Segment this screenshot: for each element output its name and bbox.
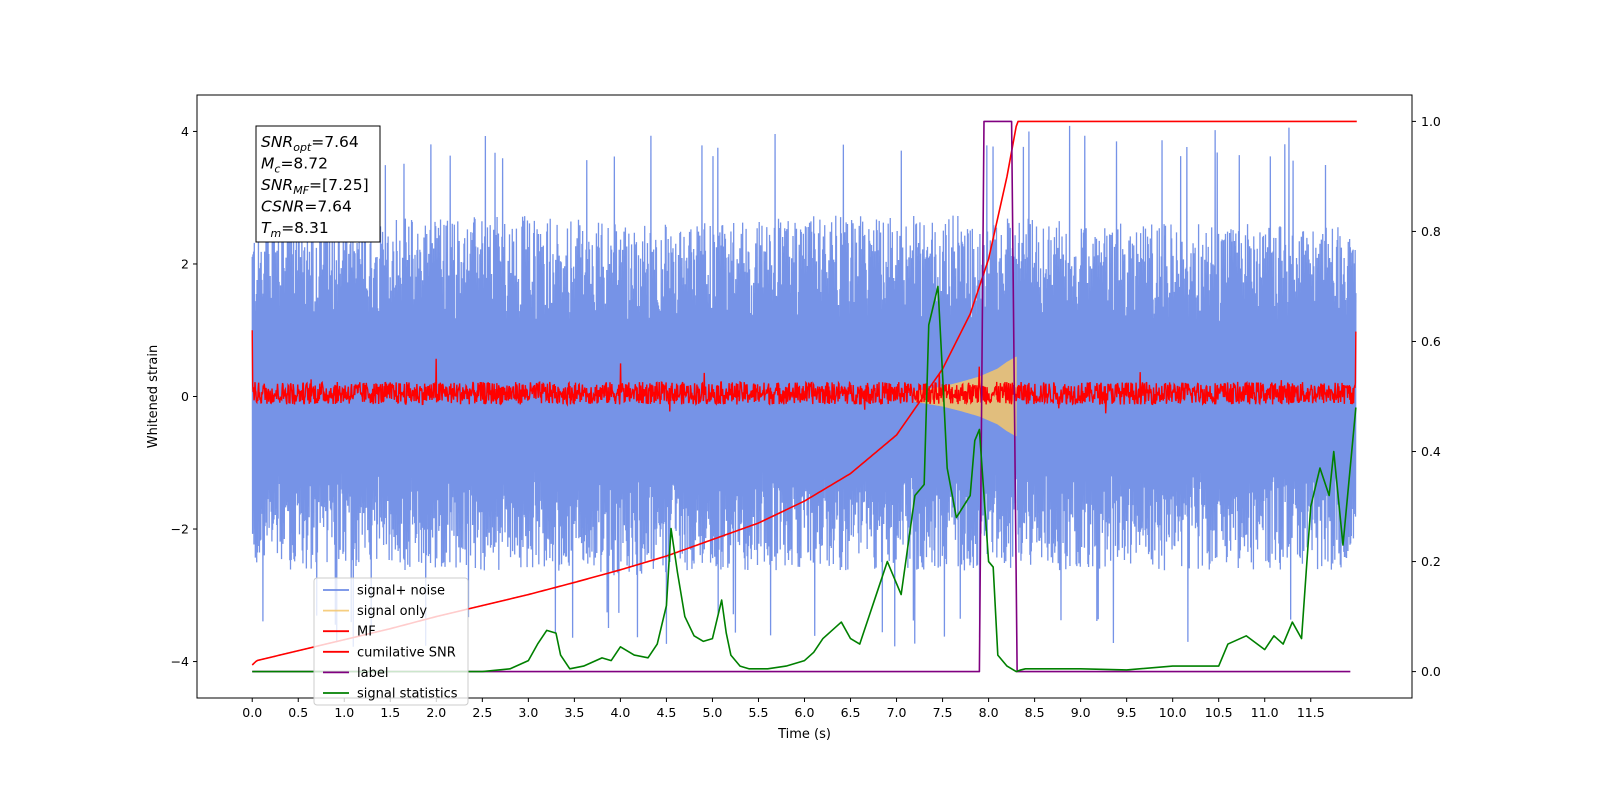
y-right-tick-label: 0.2 — [1421, 554, 1441, 569]
x-tick-label: 9.5 — [1117, 705, 1137, 720]
y-tick-label: −2 — [171, 522, 189, 537]
x-tick-label: 8.0 — [979, 705, 999, 720]
y-tick-label: 4 — [181, 124, 189, 139]
x-tick-label: 6.5 — [841, 705, 861, 720]
x-tick-label: 8.5 — [1025, 705, 1045, 720]
legend-entry: signal statistics — [357, 687, 458, 702]
x-tick-label: 11.5 — [1297, 705, 1325, 720]
y-right-tick-label: 0.8 — [1421, 224, 1441, 239]
x-tick-label: 2.0 — [426, 705, 446, 720]
y-tick-label: 2 — [181, 256, 189, 271]
y-axis-left: −4 −2 0 2 4 — [171, 124, 197, 669]
annotation-line: SNRMF=[7.25] — [261, 176, 369, 197]
x-tick-label: 2.5 — [472, 705, 492, 720]
y-right-tick-label: 0.4 — [1421, 444, 1441, 459]
y-axis-label: Whitened strain — [146, 345, 161, 448]
legend: signal+ noise signal only MF cumilative SNR… — [313, 577, 469, 706]
x-tick-label: 5.5 — [749, 705, 769, 720]
y-axis-right: 0.0 0.2 0.4 0.6 0.8 1.0 — [1412, 114, 1441, 679]
legend-entry: signal+ noise — [357, 584, 445, 599]
annotation-line: Tm=8.31 — [261, 219, 329, 240]
x-tick-label: 11.0 — [1251, 705, 1279, 720]
x-tick-label: 4.5 — [656, 705, 676, 720]
series-signal-noise-line — [251, 125, 1357, 647]
x-tick-label: 10.5 — [1205, 705, 1233, 720]
x-tick-label: 4.0 — [610, 705, 630, 720]
legend-entry: label — [357, 666, 388, 681]
x-tick-label: 7.0 — [887, 705, 907, 720]
x-tick-label: 3.0 — [518, 705, 538, 720]
x-tick-label: 1.5 — [380, 705, 400, 720]
x-tick-label: 9.0 — [1071, 705, 1091, 720]
legend-entry: signal only — [357, 604, 427, 619]
legend-entry: MF — [357, 625, 376, 640]
x-tick-label: 3.5 — [564, 705, 584, 720]
annotation-line: CSNR=7.64 — [261, 198, 352, 216]
y-tick-label: 0 — [181, 389, 189, 404]
y-right-tick-label: 0.6 — [1421, 334, 1441, 349]
x-tick-label: 10.0 — [1159, 705, 1187, 720]
y-right-tick-label: 1.0 — [1421, 114, 1441, 129]
x-axis-label: Time (s) — [777, 727, 831, 742]
x-tick-label: 1.0 — [334, 705, 354, 720]
x-tick-label: 5.0 — [703, 705, 723, 720]
x-tick-label: 0.0 — [242, 705, 262, 720]
series-signal-statistics-line — [252, 285, 1357, 673]
legend-entry: cumilative SNR — [357, 645, 456, 660]
series-label-line — [252, 120, 1351, 673]
series-mf-line — [251, 330, 1357, 414]
annotation-line: SNRopt=7.64 — [261, 133, 359, 154]
x-axis: 0.0 0.5 1.0 1.5 2.0 2.5 3.0 3.5 4.0 4.5 5.0 5.5 6.0 6… — [242, 698, 1325, 720]
y-right-tick-label: 0.0 — [1421, 664, 1441, 679]
x-tick-label: 0.5 — [288, 705, 308, 720]
x-tick-label: 6.0 — [795, 705, 815, 720]
annotation-box-frame — [255, 125, 381, 243]
series-signal-only-line — [914, 356, 1017, 437]
y-tick-label: −4 — [171, 654, 189, 669]
x-tick-label: 7.5 — [933, 705, 953, 720]
legend-frame — [313, 577, 469, 706]
annotation-line: Mc=8.72 — [261, 155, 328, 176]
